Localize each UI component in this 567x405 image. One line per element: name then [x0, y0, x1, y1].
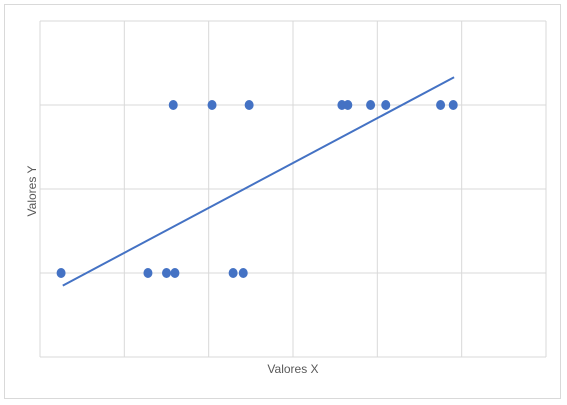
- data-point: [238, 268, 248, 278]
- gridlines: [39, 20, 547, 358]
- trendline: [62, 76, 455, 287]
- data-points: [56, 100, 458, 278]
- data-point: [343, 100, 353, 110]
- data-point: [381, 100, 391, 110]
- data-point: [366, 100, 376, 110]
- data-point: [228, 268, 238, 278]
- data-point: [162, 268, 171, 278]
- chart-area: [4, 4, 561, 399]
- data-point: [170, 268, 180, 278]
- y-axis-label: Valores Y: [25, 166, 39, 217]
- data-point: [436, 100, 446, 110]
- trendline-group: [62, 76, 455, 287]
- x-axis-label: Valores X: [267, 362, 318, 376]
- data-point: [143, 268, 153, 278]
- data-point: [244, 100, 254, 110]
- data-point: [56, 268, 66, 278]
- data-point: [207, 100, 217, 110]
- data-point: [168, 100, 178, 110]
- data-point: [448, 100, 458, 110]
